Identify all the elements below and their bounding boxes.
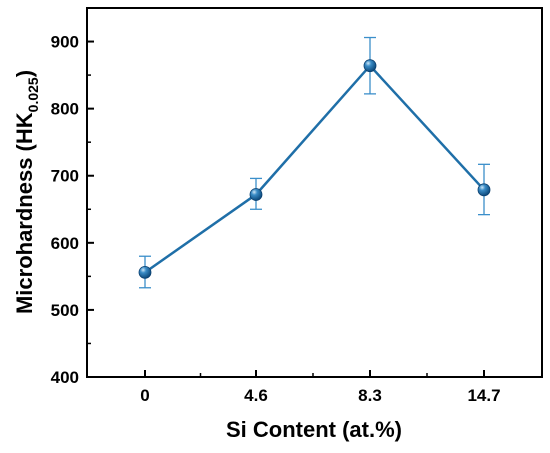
- plot-frame: [86, 7, 543, 378]
- x-axis-title: Si Content (at.%): [226, 417, 402, 442]
- series-group: [138, 36, 491, 289]
- x-tick-label: 14.7: [467, 386, 500, 405]
- y-axis-title-close: ): [12, 70, 37, 77]
- y-axis-title-main: Microhardness (HK: [12, 112, 37, 314]
- y-tick-label: 800: [51, 100, 79, 119]
- y-tick-label: 700: [51, 167, 79, 186]
- data-point: [363, 59, 377, 73]
- data-point: [477, 183, 491, 197]
- y-axis: 400 500 600 700 800 900: [51, 33, 94, 387]
- y-axis-title: Microhardness (HK0.025): [12, 70, 41, 314]
- data-point: [138, 265, 152, 279]
- x-axis: 0 4.6 8.3 14.7: [140, 370, 501, 405]
- y-tick-label: 600: [51, 234, 79, 253]
- x-tick-label: 0: [140, 386, 149, 405]
- x-tick-label: 8.3: [358, 386, 382, 405]
- y-axis-title-subscript: 0.025: [25, 77, 41, 112]
- series-line: [144, 63, 485, 274]
- x-tick-label: 4.6: [244, 386, 268, 405]
- y-tick-label: 500: [51, 301, 79, 320]
- y-tick-label: 400: [51, 368, 79, 387]
- y-tick-label: 900: [51, 33, 79, 52]
- data-point: [249, 188, 263, 201]
